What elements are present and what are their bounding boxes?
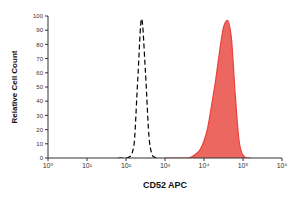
svg-text:20: 20 bbox=[36, 127, 43, 133]
svg-text:10²: 10² bbox=[121, 162, 132, 169]
svg-text:10: 10 bbox=[36, 141, 43, 147]
svg-text:10⁶: 10⁶ bbox=[277, 162, 288, 169]
svg-text:CD52 APC: CD52 APC bbox=[143, 180, 188, 190]
svg-text:0: 0 bbox=[40, 155, 44, 161]
svg-text:10³: 10³ bbox=[160, 162, 171, 169]
svg-text:10¹: 10¹ bbox=[82, 162, 93, 169]
svg-text:10⁰: 10⁰ bbox=[43, 162, 54, 169]
svg-text:10⁵: 10⁵ bbox=[238, 162, 249, 169]
svg-text:30: 30 bbox=[36, 113, 43, 119]
svg-text:90: 90 bbox=[36, 27, 43, 33]
svg-text:10⁴: 10⁴ bbox=[199, 162, 210, 169]
svg-text:Relative Cell Count: Relative Cell Count bbox=[10, 50, 19, 123]
svg-text:70: 70 bbox=[36, 56, 43, 62]
svg-text:40: 40 bbox=[36, 98, 43, 104]
svg-text:50: 50 bbox=[36, 84, 43, 90]
svg-text:80: 80 bbox=[36, 42, 43, 48]
svg-text:100: 100 bbox=[33, 13, 44, 19]
svg-text:60: 60 bbox=[36, 70, 43, 76]
